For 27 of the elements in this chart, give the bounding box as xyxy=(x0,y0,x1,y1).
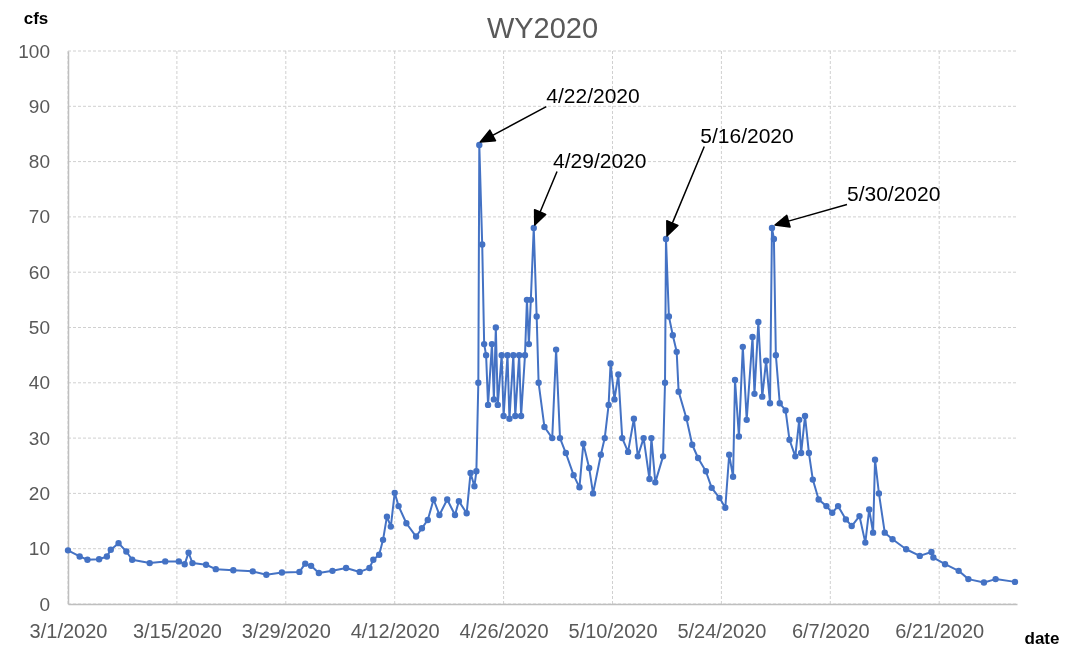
x-tick-label: 5/24/2020 xyxy=(677,620,767,643)
y-tick-label: 40 xyxy=(28,372,50,394)
chart-title: WY2020 xyxy=(486,11,599,44)
y-tick-label: 70 xyxy=(28,206,50,228)
y-tick-label: 100 xyxy=(18,40,50,62)
y-tick-label: 30 xyxy=(28,427,50,449)
x-axis-title: date xyxy=(1024,629,1060,649)
y-tick-label: 20 xyxy=(28,482,50,504)
x-tick-label: 6/21/2020 xyxy=(895,620,985,643)
y-tick-label: 0 xyxy=(39,593,50,615)
y-tick-label: 10 xyxy=(28,538,50,560)
y-tick-label: 50 xyxy=(28,317,50,339)
x-tick-label: 4/26/2020 xyxy=(459,620,549,643)
y-axis-title: cfs xyxy=(23,9,49,29)
x-tick-label: 6/7/2020 xyxy=(791,620,870,643)
annotation: 5/30/2020 xyxy=(846,181,941,205)
y-tick-label: 80 xyxy=(28,151,50,173)
annotation: 5/16/2020 xyxy=(700,123,794,147)
x-tick-label: 3/1/2020 xyxy=(29,620,108,643)
x-tick-label: 5/10/2020 xyxy=(568,620,658,643)
x-tick-label: 3/15/2020 xyxy=(132,620,222,643)
x-tick-label: 3/29/2020 xyxy=(241,620,331,643)
x-tick-label: 4/12/2020 xyxy=(350,620,440,643)
y-tick-label: 60 xyxy=(28,261,50,283)
y-tick-label: 90 xyxy=(28,95,50,117)
annotation: 4/29/2020 xyxy=(553,148,647,172)
annotation: 4/22/2020 xyxy=(546,83,640,107)
